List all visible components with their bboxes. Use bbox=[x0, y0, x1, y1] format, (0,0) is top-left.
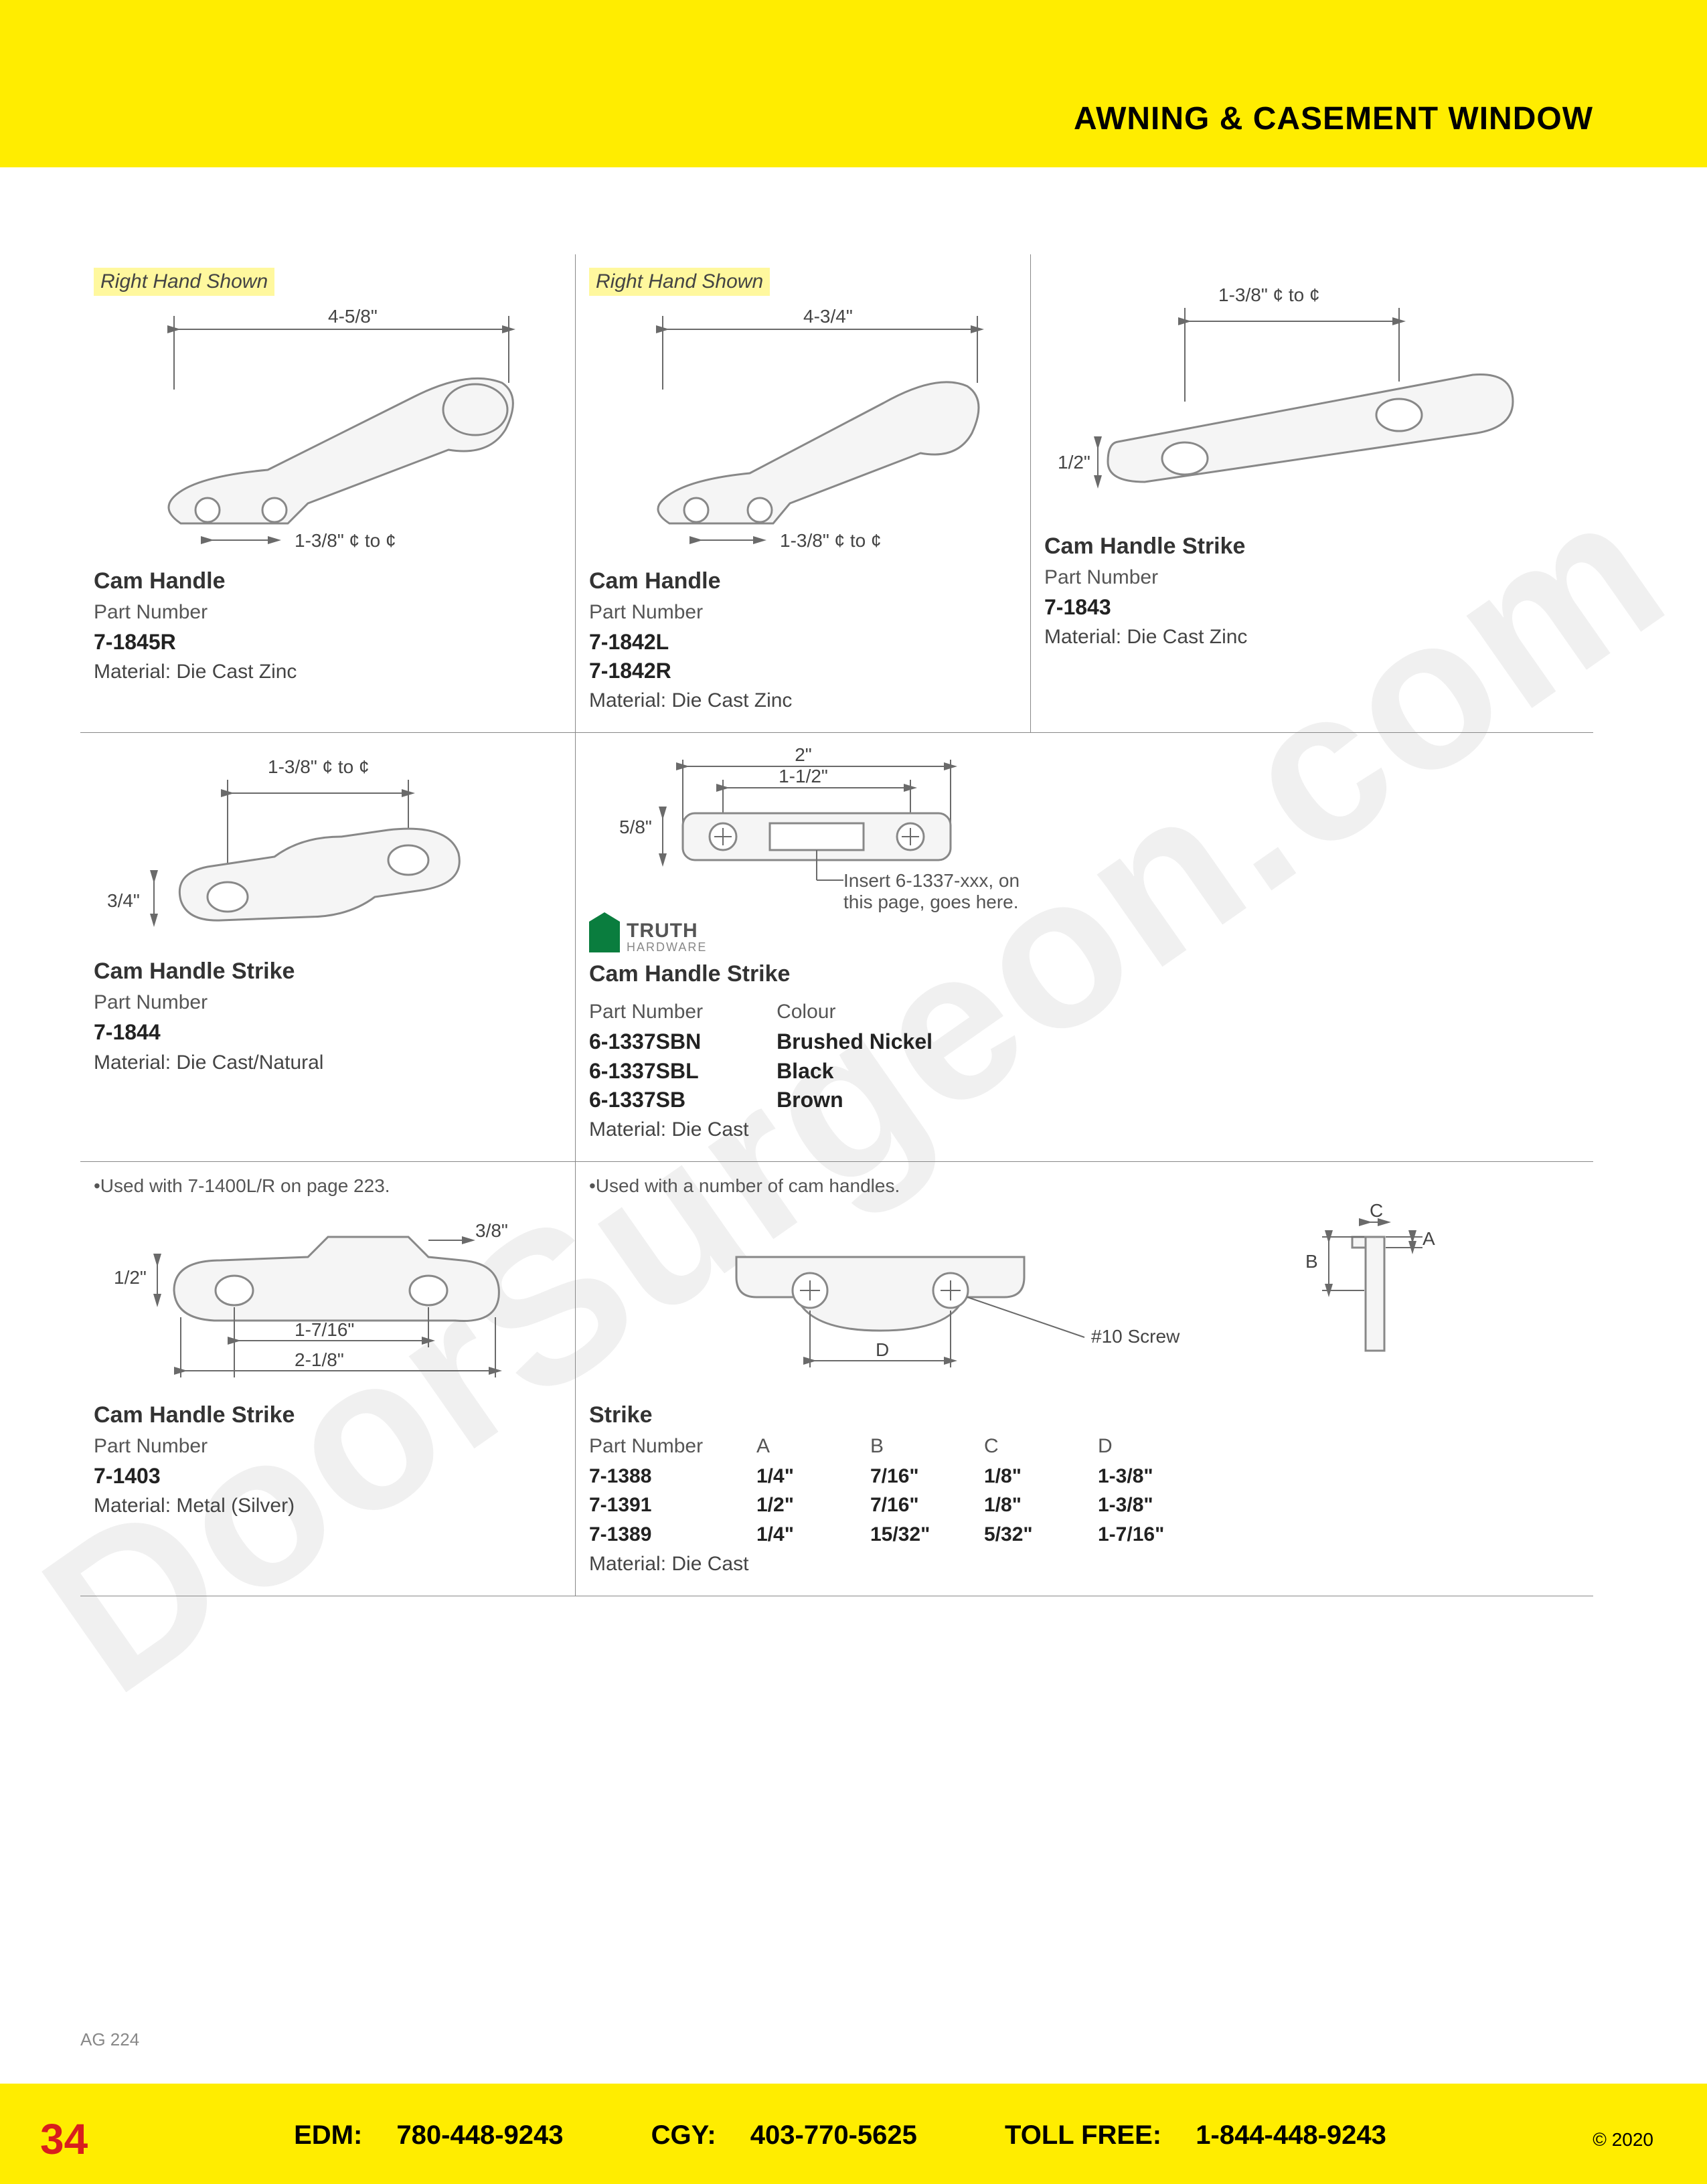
cell-strike-6-1337: 2" 1-1/2" 5/8" bbox=[576, 733, 1593, 1161]
product-title: Cam Handle Strike bbox=[94, 958, 562, 985]
cell-cam-handle-1842: Right Hand Shown 4-3/4" 1-3/8" ¢ to ¢ Ca… bbox=[576, 254, 1031, 732]
diagram-cam-handle-1842: 4-3/4" 1-3/8" ¢ to ¢ bbox=[589, 303, 1018, 557]
dim-outer: 2-1/8" bbox=[295, 1349, 344, 1370]
cell-strike-1843: 1-3/8" ¢ to ¢ 1/2" Cam Handle Strike Par… bbox=[1031, 254, 1593, 732]
diagram-strike-7-138x: D #10 Screw C A bbox=[589, 1203, 1560, 1391]
dim-holes: 1-3/8" ¢ to ¢ bbox=[295, 530, 396, 551]
part-number: 7-1844 bbox=[94, 1018, 562, 1047]
part-number: 7-1843 bbox=[1044, 593, 1580, 622]
part-number-list: 6-1337SBN 6-1337SBL 6-1337SB bbox=[589, 1027, 703, 1114]
part-number: 7-1403 bbox=[94, 1462, 562, 1491]
strike-dim-table: Part Number A B C D 7-13881/4"7/16"1/8"1… bbox=[589, 1435, 1580, 1549]
col-B: B bbox=[870, 1435, 984, 1458]
col-D: D bbox=[1098, 1435, 1212, 1458]
dim-inner: 1-7/16" bbox=[295, 1319, 354, 1340]
product-title: Strike bbox=[589, 1402, 1580, 1428]
material: Material: Die Cast Zinc bbox=[94, 661, 562, 683]
ag-code: AG 224 bbox=[80, 2029, 139, 2050]
row-3: •Used with 7-1400L/R on page 223. 3/8" 1… bbox=[80, 1162, 1593, 1597]
colour-label: Colour bbox=[777, 1001, 932, 1023]
insert-note: Insert 6-1337-xxx, on this page, goes he… bbox=[843, 870, 1044, 913]
table-row: 7-13881/4"7/16"1/8"1-3/8" bbox=[589, 1462, 1580, 1491]
table-row: 7-13891/4"15/32"5/32"1-7/16" bbox=[589, 1520, 1580, 1549]
brand-name: TRUTH bbox=[627, 921, 707, 941]
dim-C: C bbox=[1370, 1203, 1383, 1221]
part-number-label: Part Number bbox=[1044, 566, 1580, 589]
cell-strike-1844: 1-3/8" ¢ to ¢ 3/4" Cam Handle Strike Par… bbox=[80, 733, 576, 1161]
dim-holes: 1-3/8" ¢ to ¢ bbox=[268, 756, 370, 777]
tollfree-contact: TOLL FREE: 1-844-448-9243 bbox=[1005, 2120, 1413, 2150]
dim-holes: 1-3/8" ¢ to ¢ bbox=[780, 530, 882, 551]
dim-B: B bbox=[1305, 1251, 1318, 1272]
diagram-cam-handle-1845r: 4-5/8" 1-3/8" ¢ to ¢ bbox=[94, 303, 562, 557]
copyright: © 2020 bbox=[1593, 2129, 1653, 2151]
truth-hardware-logo: TRUTH HARDWARE bbox=[589, 921, 1580, 953]
right-hand-badge: Right Hand Shown bbox=[94, 268, 274, 296]
dim-w: 2" bbox=[795, 746, 812, 765]
part-number-label: Part Number bbox=[94, 1435, 562, 1458]
house-icon bbox=[589, 922, 620, 952]
col-C: C bbox=[984, 1435, 1098, 1458]
edm-contact: EDM: 780-448-9243 bbox=[294, 2120, 590, 2150]
dim-tab: 3/8" bbox=[475, 1220, 508, 1241]
product-title: Cam Handle Strike bbox=[1044, 533, 1580, 560]
part-number-label: Part Number bbox=[589, 601, 1017, 624]
product-title: Cam Handle bbox=[94, 568, 562, 594]
screw-callout: #10 Screw bbox=[1091, 1326, 1180, 1347]
col-pn: Part Number bbox=[589, 1435, 756, 1458]
part-number-label: Part Number bbox=[94, 991, 562, 1014]
col-A: A bbox=[756, 1435, 870, 1458]
cell-cam-handle-1845r: Right Hand Shown 4-5/8" bbox=[80, 254, 576, 732]
row-1: Right Hand Shown 4-5/8" bbox=[80, 254, 1593, 733]
footer-contacts: EDM: 780-448-9243 CGY: 403-770-5625 TOLL… bbox=[0, 2120, 1707, 2151]
diagram-strike-1844: 1-3/8" ¢ to ¢ 3/4" bbox=[94, 746, 562, 947]
page-title: AWNING & CASEMENT WINDOW bbox=[1074, 100, 1593, 137]
diagram-strike-1843: 1-3/8" ¢ to ¢ 1/2" bbox=[1044, 268, 1580, 522]
cgy-contact: CGY: 403-770-5625 bbox=[651, 2120, 944, 2150]
usage-note: •Used with a number of cam handles. bbox=[589, 1175, 1580, 1197]
dim-A: A bbox=[1422, 1228, 1435, 1249]
dim-holes: 1-3/8" ¢ to ¢ bbox=[1218, 284, 1320, 305]
header-band: AWNING & CASEMENT WINDOW bbox=[0, 0, 1707, 167]
material: Material: Metal (Silver) bbox=[94, 1495, 562, 1517]
usage-note: •Used with 7-1400L/R on page 223. bbox=[94, 1175, 562, 1197]
material: Material: Die Cast bbox=[589, 1118, 1580, 1141]
material: Material: Die Cast Zinc bbox=[1044, 626, 1580, 649]
right-hand-badge: Right Hand Shown bbox=[589, 268, 770, 296]
table-row: 7-13911/2"7/16"1/8"1-3/8" bbox=[589, 1491, 1580, 1520]
colour-list: Brushed Nickel Black Brown bbox=[777, 1027, 932, 1114]
part-number-label: Part Number bbox=[94, 601, 562, 624]
dim-width: 4-3/4" bbox=[803, 306, 853, 327]
dim-h: 5/8" bbox=[619, 817, 652, 837]
catalog-page: DoorSurgeon.com AWNING & CASEMENT WINDOW… bbox=[0, 0, 1707, 2184]
dim-D: D bbox=[876, 1339, 889, 1360]
cell-strike-1403: •Used with 7-1400L/R on page 223. 3/8" 1… bbox=[80, 1162, 576, 1596]
dim-height: 1/2" bbox=[1058, 452, 1090, 473]
product-title: Cam Handle bbox=[589, 568, 1017, 594]
footer-band: 34 EDM: 780-448-9243 CGY: 403-770-5625 T… bbox=[0, 2084, 1707, 2184]
material: Material: Die Cast bbox=[589, 1553, 1580, 1576]
product-title: Cam Handle Strike bbox=[94, 1402, 562, 1428]
part-number-label: Part Number bbox=[589, 1001, 703, 1023]
dim-width: 4-5/8" bbox=[328, 306, 378, 327]
product-grid: Right Hand Shown 4-5/8" bbox=[80, 254, 1593, 1970]
row-2: 1-3/8" ¢ to ¢ 3/4" Cam Handle Strike Par… bbox=[80, 733, 1593, 1162]
part-number: 7-1845R bbox=[94, 628, 562, 657]
diagram-strike-1403: 3/8" 1/2" 1-7/16" bbox=[94, 1203, 562, 1391]
part-number: 7-1842L 7-1842R bbox=[589, 628, 1017, 685]
cell-strike-7-138x: •Used with a number of cam handles. D # bbox=[576, 1162, 1593, 1596]
material: Material: Die Cast Zinc bbox=[589, 689, 1017, 712]
brand-sub: HARDWARE bbox=[627, 941, 707, 953]
dim-inner: 1-1/2" bbox=[779, 766, 828, 786]
dim-height: 3/4" bbox=[107, 890, 140, 911]
material: Material: Die Cast/Natural bbox=[94, 1052, 562, 1074]
dim-h: 1/2" bbox=[114, 1267, 147, 1288]
product-title: Cam Handle Strike bbox=[589, 961, 1580, 987]
